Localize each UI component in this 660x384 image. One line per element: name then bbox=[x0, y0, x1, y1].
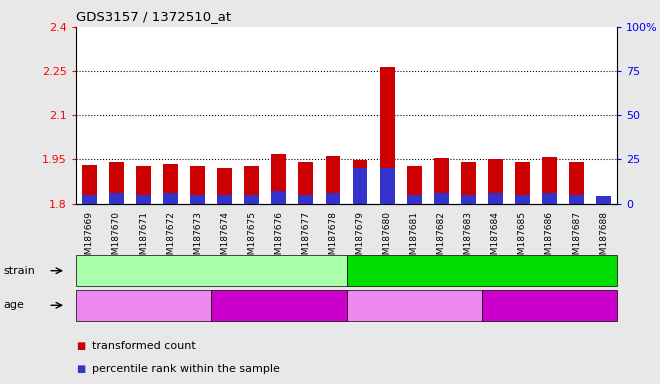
Bar bbox=[109, 162, 124, 204]
Bar bbox=[190, 166, 205, 204]
Bar bbox=[136, 166, 151, 204]
Bar bbox=[596, 197, 611, 204]
Bar bbox=[82, 165, 97, 204]
Bar bbox=[163, 164, 178, 204]
Bar bbox=[244, 166, 259, 204]
Bar bbox=[596, 198, 611, 204]
Bar bbox=[569, 195, 584, 204]
Bar bbox=[542, 157, 557, 204]
Text: orl: orl bbox=[474, 264, 490, 277]
Bar bbox=[217, 195, 232, 204]
Bar bbox=[136, 195, 151, 204]
Text: wild type: wild type bbox=[184, 264, 238, 277]
Text: transformed count: transformed count bbox=[92, 341, 196, 351]
Bar bbox=[407, 195, 422, 204]
Text: gestational day 17: gestational day 17 bbox=[88, 299, 199, 312]
Text: age: age bbox=[3, 300, 24, 310]
Text: gestational day 19: gestational day 19 bbox=[494, 299, 605, 312]
Bar bbox=[352, 168, 368, 204]
Bar bbox=[325, 193, 341, 204]
Text: gestational day 17: gestational day 17 bbox=[359, 299, 469, 312]
Bar bbox=[542, 193, 557, 204]
Bar bbox=[109, 193, 124, 204]
Text: percentile rank within the sample: percentile rank within the sample bbox=[92, 364, 280, 374]
Bar bbox=[379, 168, 395, 204]
Text: gestational day 19: gestational day 19 bbox=[224, 299, 334, 312]
Bar bbox=[488, 159, 503, 204]
Bar bbox=[515, 162, 530, 204]
Bar bbox=[461, 195, 476, 204]
Bar bbox=[325, 156, 341, 204]
Bar bbox=[163, 193, 178, 204]
Bar bbox=[488, 193, 503, 204]
Text: ■: ■ bbox=[76, 364, 85, 374]
Text: ■: ■ bbox=[76, 341, 85, 351]
Bar bbox=[271, 154, 286, 204]
Bar bbox=[379, 66, 395, 204]
Bar bbox=[434, 193, 449, 204]
Bar bbox=[244, 195, 259, 204]
Bar bbox=[461, 162, 476, 204]
Bar bbox=[82, 195, 97, 204]
Bar bbox=[190, 195, 205, 204]
Bar bbox=[352, 160, 368, 204]
Bar bbox=[515, 195, 530, 204]
Bar bbox=[217, 167, 232, 204]
Bar bbox=[569, 162, 584, 204]
Text: GDS3157 / 1372510_at: GDS3157 / 1372510_at bbox=[76, 10, 231, 23]
Bar bbox=[298, 162, 313, 204]
Bar bbox=[407, 166, 422, 204]
Text: strain: strain bbox=[3, 266, 35, 276]
Bar bbox=[298, 195, 313, 204]
Bar bbox=[271, 191, 286, 204]
Bar bbox=[434, 159, 449, 204]
